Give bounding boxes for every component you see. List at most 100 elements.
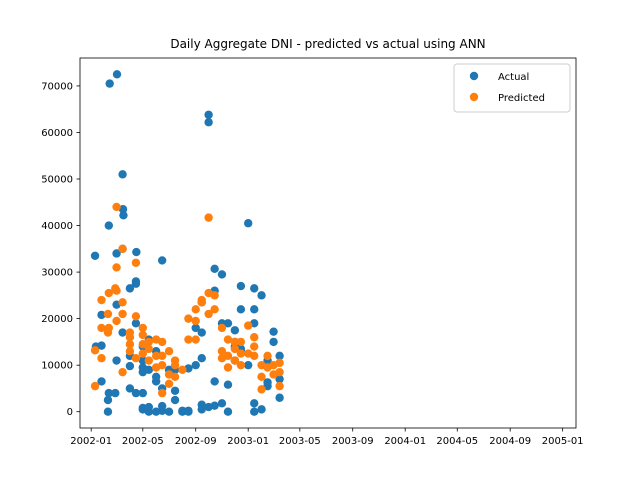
y-tick-label: 50000 xyxy=(41,175,73,186)
data-point xyxy=(90,346,100,355)
y-tick-label: 30000 xyxy=(41,268,73,279)
data-point xyxy=(138,388,148,398)
plot-area xyxy=(80,58,576,428)
data-point xyxy=(275,374,284,384)
data-point xyxy=(257,291,266,300)
data-point xyxy=(250,333,259,342)
data-point xyxy=(131,353,141,363)
data-point xyxy=(269,327,278,336)
data-point xyxy=(191,305,200,314)
data-point xyxy=(244,321,253,330)
data-point xyxy=(197,405,206,414)
y-tick-label: 20000 xyxy=(41,314,73,325)
data-point xyxy=(90,381,100,391)
data-point xyxy=(157,351,167,361)
data-point xyxy=(97,377,106,386)
y-tick-label: 10000 xyxy=(41,361,73,372)
data-point xyxy=(230,337,240,347)
data-point xyxy=(250,399,259,408)
data-point xyxy=(230,344,240,354)
data-point xyxy=(144,337,154,347)
data-point xyxy=(210,401,219,410)
data-point xyxy=(223,319,233,328)
data-point xyxy=(164,407,174,416)
data-point xyxy=(184,314,193,323)
data-point xyxy=(223,380,233,389)
data-point xyxy=(157,256,167,265)
x-tick-label: 2005-01 xyxy=(542,436,584,447)
data-point xyxy=(118,244,127,254)
data-point xyxy=(191,316,200,326)
x-tick-label: 2002-01 xyxy=(70,436,112,447)
data-point xyxy=(97,353,106,363)
data-point xyxy=(125,284,135,293)
data-point xyxy=(144,365,154,375)
x-tick-label: 2004-05 xyxy=(436,436,478,447)
data-point xyxy=(197,295,206,305)
y-tick-label: 70000 xyxy=(41,81,73,92)
data-point xyxy=(275,381,284,391)
data-point xyxy=(105,79,114,88)
data-point xyxy=(97,323,106,333)
data-point xyxy=(244,219,253,228)
data-point xyxy=(191,360,200,370)
data-point xyxy=(119,211,128,220)
data-point xyxy=(164,347,174,356)
data-point xyxy=(112,356,121,365)
data-point xyxy=(250,305,259,314)
y-tick-label: 40000 xyxy=(41,221,73,232)
points-layer xyxy=(90,70,284,416)
x-tick-label: 2004-09 xyxy=(489,436,531,447)
data-point xyxy=(151,351,161,361)
axes-frame xyxy=(79,57,577,429)
data-point xyxy=(223,351,233,361)
data-point xyxy=(275,351,284,361)
x-tick-label: 2004-01 xyxy=(384,436,426,447)
legend-box xyxy=(453,63,571,113)
data-point xyxy=(204,213,213,222)
data-point xyxy=(131,312,141,321)
data-point xyxy=(275,367,284,377)
data-point xyxy=(250,342,259,351)
data-point xyxy=(223,363,233,372)
data-point xyxy=(112,249,121,258)
data-point xyxy=(138,349,148,358)
data-point xyxy=(144,402,154,412)
data-point xyxy=(250,407,259,416)
data-point xyxy=(125,340,135,349)
data-point xyxy=(236,360,246,370)
data-point xyxy=(97,341,106,350)
data-point xyxy=(197,353,206,363)
data-point xyxy=(257,405,266,414)
y-tick-label: 0 xyxy=(67,407,73,418)
data-point xyxy=(131,277,141,286)
data-point xyxy=(118,170,127,179)
x-tick-label: 2002-09 xyxy=(175,436,217,447)
data-point xyxy=(257,372,266,382)
data-point xyxy=(263,351,272,361)
data-point xyxy=(191,335,200,344)
data-point xyxy=(125,361,135,371)
data-point xyxy=(138,323,148,333)
data-point xyxy=(217,323,227,333)
data-point xyxy=(131,319,141,328)
data-point xyxy=(210,377,219,386)
data-point xyxy=(131,388,141,398)
data-point xyxy=(269,337,278,347)
data-point xyxy=(144,344,154,354)
data-point xyxy=(217,347,227,356)
legend-label: Actual xyxy=(498,72,529,83)
data-point xyxy=(257,385,266,394)
data-point xyxy=(191,323,200,333)
legend-marker xyxy=(469,92,479,102)
data-point xyxy=(112,263,121,272)
data-point xyxy=(178,365,187,375)
data-point xyxy=(217,270,227,279)
data-point xyxy=(112,286,121,295)
data-point xyxy=(103,395,113,405)
data-point xyxy=(210,305,219,314)
data-point xyxy=(236,305,246,314)
data-point xyxy=(151,372,161,382)
